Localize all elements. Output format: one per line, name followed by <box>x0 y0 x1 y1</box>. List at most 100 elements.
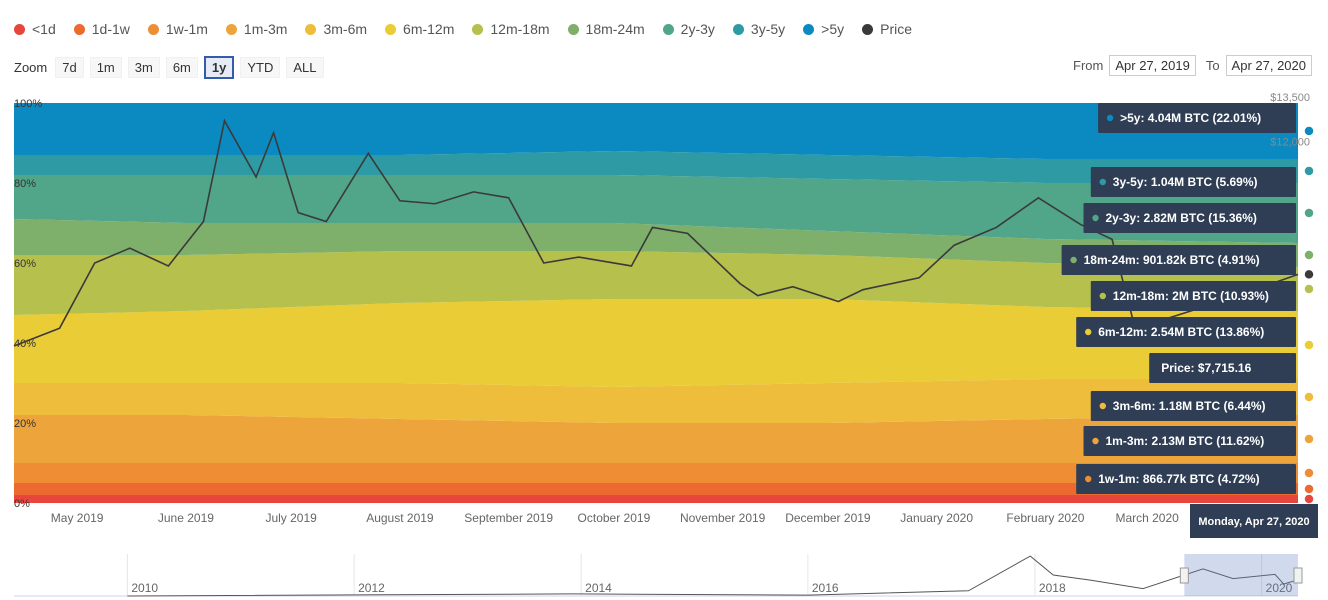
legend-marker-icon <box>732 23 744 35</box>
legend-item-price[interactable]: Price <box>862 21 912 37</box>
x-tick-label: October 2019 <box>578 511 651 525</box>
main-chart[interactable]: 0% 20% 40% 60% 80% 100% $13,500 $12,000 May 2019… <box>0 88 1328 538</box>
legend-label: 6m-12m <box>403 21 455 37</box>
navigator-tick-label: 2014 <box>585 581 612 595</box>
zoom-button-ytd[interactable]: YTD <box>240 57 281 78</box>
tooltip-text: 3y-5y: 1.04M BTC (5.69%) <box>1113 175 1258 189</box>
from-date-input[interactable]: Apr 27, 2019 <box>1109 55 1196 76</box>
area-series-1m-3m[interactable] <box>14 415 1298 463</box>
tooltip-marker-icon <box>1085 475 1092 483</box>
legend-label: <1d <box>32 21 56 37</box>
x-tick-label: November 2019 <box>680 511 766 525</box>
area-series-3y-5y[interactable] <box>14 151 1298 183</box>
area-series-12m-18m[interactable] <box>14 251 1298 315</box>
navigator-selection[interactable] <box>1184 554 1298 596</box>
tooltip-box <box>1076 317 1296 347</box>
area-series-2y-3y[interactable] <box>14 175 1298 243</box>
legend-marker-icon <box>147 23 159 35</box>
navigator[interactable]: 2010 2012 2014 2016 2018 2020 <box>0 548 1328 600</box>
tooltip-1w-1m: 1w-1m: 866.77k BTC (4.72%) <box>1076 464 1296 494</box>
x-tick-label: December 2019 <box>785 511 871 525</box>
hover-marker-6m-12m <box>1303 339 1315 351</box>
tooltip-text: 3m-6m: 1.18M BTC (6.44%) <box>1113 399 1266 413</box>
legend-item-2y-3y[interactable]: 2y-3y <box>662 21 715 37</box>
tooltip-marker-icon <box>1070 256 1077 264</box>
navigator-series-line <box>127 555 1299 597</box>
tooltip-price: Price: $7,715.16 <box>1149 353 1296 383</box>
zoom-button-3m[interactable]: 3m <box>127 57 160 78</box>
legend-item-18m-24m[interactable]: 18m-24m <box>567 21 645 37</box>
tooltip-marker-icon <box>1092 214 1099 222</box>
legend-marker-icon <box>803 23 815 35</box>
tooltip-text: Price: $7,715.16 <box>1161 361 1251 375</box>
date-tooltip-box <box>1190 504 1318 538</box>
hover-marker-1m-3m <box>1303 433 1315 445</box>
zoom-toolbar: Zoom 7d 1m 3m 6m 1y YTD ALL <box>14 56 330 79</box>
legend-marker-icon <box>385 23 397 35</box>
tooltip-group: >5y: 4.04M BTC (22.01%) 3y-5y: 1.04M BTC … <box>1061 103 1296 494</box>
area-series-lt-1d[interactable] <box>14 495 1298 503</box>
navigator-right-handle[interactable] <box>1293 567 1303 584</box>
legend-marker-icon <box>14 23 25 35</box>
tooltip-text: >5y: 4.04M BTC (22.01%) <box>1120 111 1261 125</box>
to-date-input[interactable]: Apr 27, 2020 <box>1225 55 1312 76</box>
x-tick-label: May 2019 <box>51 511 104 525</box>
tooltip-3m-6m: 3m-6m: 1.18M BTC (6.44%) <box>1090 391 1296 421</box>
legend-item-12m-18m[interactable]: 12m-18m <box>472 21 550 37</box>
zoom-button-7d[interactable]: 7d <box>55 57 84 78</box>
tooltip-18m-24m: 18m-24m: 901.82k BTC (4.91%) <box>1061 245 1296 275</box>
zoom-button-1y[interactable]: 1y <box>203 56 235 79</box>
tooltip-box <box>1149 353 1296 383</box>
zoom-button-1m[interactable]: 1m <box>89 57 122 78</box>
tooltip-marker-icon <box>1099 178 1107 186</box>
tooltip-1m-3m: 1m-3m: 2.13M BTC (11.62%) <box>1083 426 1296 456</box>
legend-item-3y-5y[interactable]: 3y-5y <box>732 21 785 37</box>
area-series-1w-1m[interactable] <box>14 463 1298 483</box>
tooltip-text: 6m-12m: 2.54M BTC (13.86%) <box>1098 325 1264 339</box>
to-label: To <box>1205 58 1220 73</box>
legend-item-1d-1w[interactable]: 1d-1w <box>73 21 130 37</box>
navigator-tick-label: 2016 <box>812 581 839 595</box>
price-line[interactable] <box>13 118 1299 347</box>
legend-label: 1w-1m <box>165 21 208 37</box>
y-tick-label: 40% <box>14 338 36 350</box>
tooltip-box <box>1083 203 1296 233</box>
navigator-left-handle[interactable] <box>1179 567 1189 584</box>
legend-label: 3m-6m <box>323 21 368 37</box>
tooltip-marker-icon <box>1099 292 1107 300</box>
legend-item-1w-1m[interactable]: 1w-1m <box>147 21 208 37</box>
hover-marker-lt-1d <box>1303 493 1315 505</box>
zoom-button-all[interactable]: ALL <box>286 57 324 78</box>
area-series-1d-1w[interactable] <box>14 483 1298 495</box>
legend-item-1m-3m[interactable]: 1m-3m <box>225 21 288 37</box>
area-series-3m-6m[interactable] <box>14 379 1298 423</box>
area-series-18m-24m[interactable] <box>14 219 1298 267</box>
zoom-button-6m[interactable]: 6m <box>165 57 198 78</box>
price-tick-label: $12,000 <box>1270 136 1310 148</box>
x-tick-label: March 2020 <box>1115 511 1179 525</box>
tooltip-box <box>1083 426 1296 456</box>
legend-item-gt-5y[interactable]: >5y <box>803 21 844 37</box>
x-tick-label: July 2019 <box>265 511 317 525</box>
price-tick-label: $13,500 <box>1270 92 1310 104</box>
area-series-gt-5y[interactable] <box>14 103 1298 159</box>
navigator-tick-label: 2010 <box>131 581 158 595</box>
legend-item-lt-1d[interactable]: <1d <box>14 21 56 37</box>
x-tick-label: February 2020 <box>1006 511 1084 525</box>
tooltip-box <box>1090 391 1296 421</box>
legend-item-3m-6m[interactable]: 3m-6m <box>305 21 367 37</box>
legend-label: 1d-1w <box>91 21 130 37</box>
legend-marker-icon <box>472 23 484 35</box>
x-tick-label: January 2020 <box>900 511 973 525</box>
hover-marker-gt-5y <box>1303 125 1315 137</box>
x-tick-label: June 2019 <box>158 511 214 525</box>
legend-marker-icon <box>567 23 579 35</box>
legend-label: Price <box>880 21 913 37</box>
legend-label: 1m-3m <box>243 21 288 37</box>
area-series-6m-12m[interactable] <box>14 299 1298 387</box>
hover-marker-price <box>1303 268 1315 281</box>
hover-marker-3m-6m <box>1303 391 1315 403</box>
legend-item-6m-12m[interactable]: 6m-12m <box>385 21 454 37</box>
date-range-selector: From Apr 27, 2019 To Apr 27, 2020 <box>1063 55 1312 76</box>
tooltip-box <box>1061 245 1296 275</box>
